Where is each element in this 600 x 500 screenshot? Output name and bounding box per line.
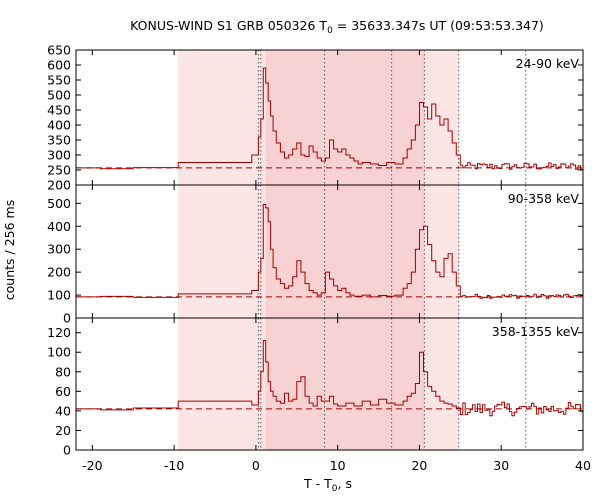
y-tick-label: 100 (47, 288, 71, 303)
panel-2: 0 100 200 300 400 500 90-358 keV (47, 184, 584, 326)
y-tick-label: 300 (47, 148, 71, 163)
y-tick-label: 450 (47, 103, 71, 118)
x-tick-label: 0 (252, 458, 260, 473)
y-axis-label: counts / 256 ms (2, 200, 17, 300)
y-tick-label: 80 (55, 364, 71, 379)
y-tick-label: 250 (47, 163, 71, 178)
y-tick-label: 550 (47, 73, 71, 88)
y-tick-label: 500 (47, 196, 71, 211)
y-tick-label: 400 (47, 118, 71, 133)
y-tick-label: 0 (63, 443, 71, 458)
y-tick-label: 100 (47, 345, 71, 360)
y-tick-label: 650 (47, 43, 71, 58)
x-tick-label: -20 (82, 458, 102, 473)
light-curve-series (76, 67, 584, 170)
y-tick-label: 350 (47, 133, 71, 148)
chart-title: KONUS-WIND S1 GRB 050326 T0 = 35633.347s… (130, 18, 544, 36)
x-tick-label: -10 (164, 458, 184, 473)
y-tick-label: 600 (47, 58, 71, 73)
y-tick-label: 400 (47, 219, 71, 234)
y-tick-label: 500 (47, 88, 71, 103)
shaded-interval-dark (265, 50, 425, 185)
shaded-interval-dark (265, 318, 425, 450)
light-curve-series (76, 204, 584, 299)
shaded-interval-dark (265, 185, 425, 318)
x-tick-label: 30 (493, 458, 509, 473)
energy-band-label: 358-1355 keV (492, 324, 580, 339)
y-tick-label: 60 (55, 384, 71, 399)
y-tick-label: 200 (47, 265, 71, 280)
y-tick-label: 20 (55, 423, 71, 438)
energy-band-label: 24-90 keV (516, 56, 580, 71)
y-tick-label: 200 (47, 178, 71, 193)
x-tick-label: 10 (330, 458, 346, 473)
panel-3: 0 20 40 60 80 100 120 358-1355 keV (47, 317, 584, 458)
y-tick-label: 0 (63, 311, 71, 326)
energy-band-label: 90-358 keV (508, 191, 580, 206)
y-tick-label: 120 (47, 325, 71, 340)
x-axis-label: T - T0, s (303, 476, 352, 494)
light-curve-series (76, 340, 584, 417)
x-tick-label: 20 (411, 458, 427, 473)
panel-frame (75, 317, 584, 451)
y-tick-label: 300 (47, 242, 71, 257)
y-tick-label: 40 (55, 403, 71, 418)
x-tick-label: 40 (575, 458, 591, 473)
